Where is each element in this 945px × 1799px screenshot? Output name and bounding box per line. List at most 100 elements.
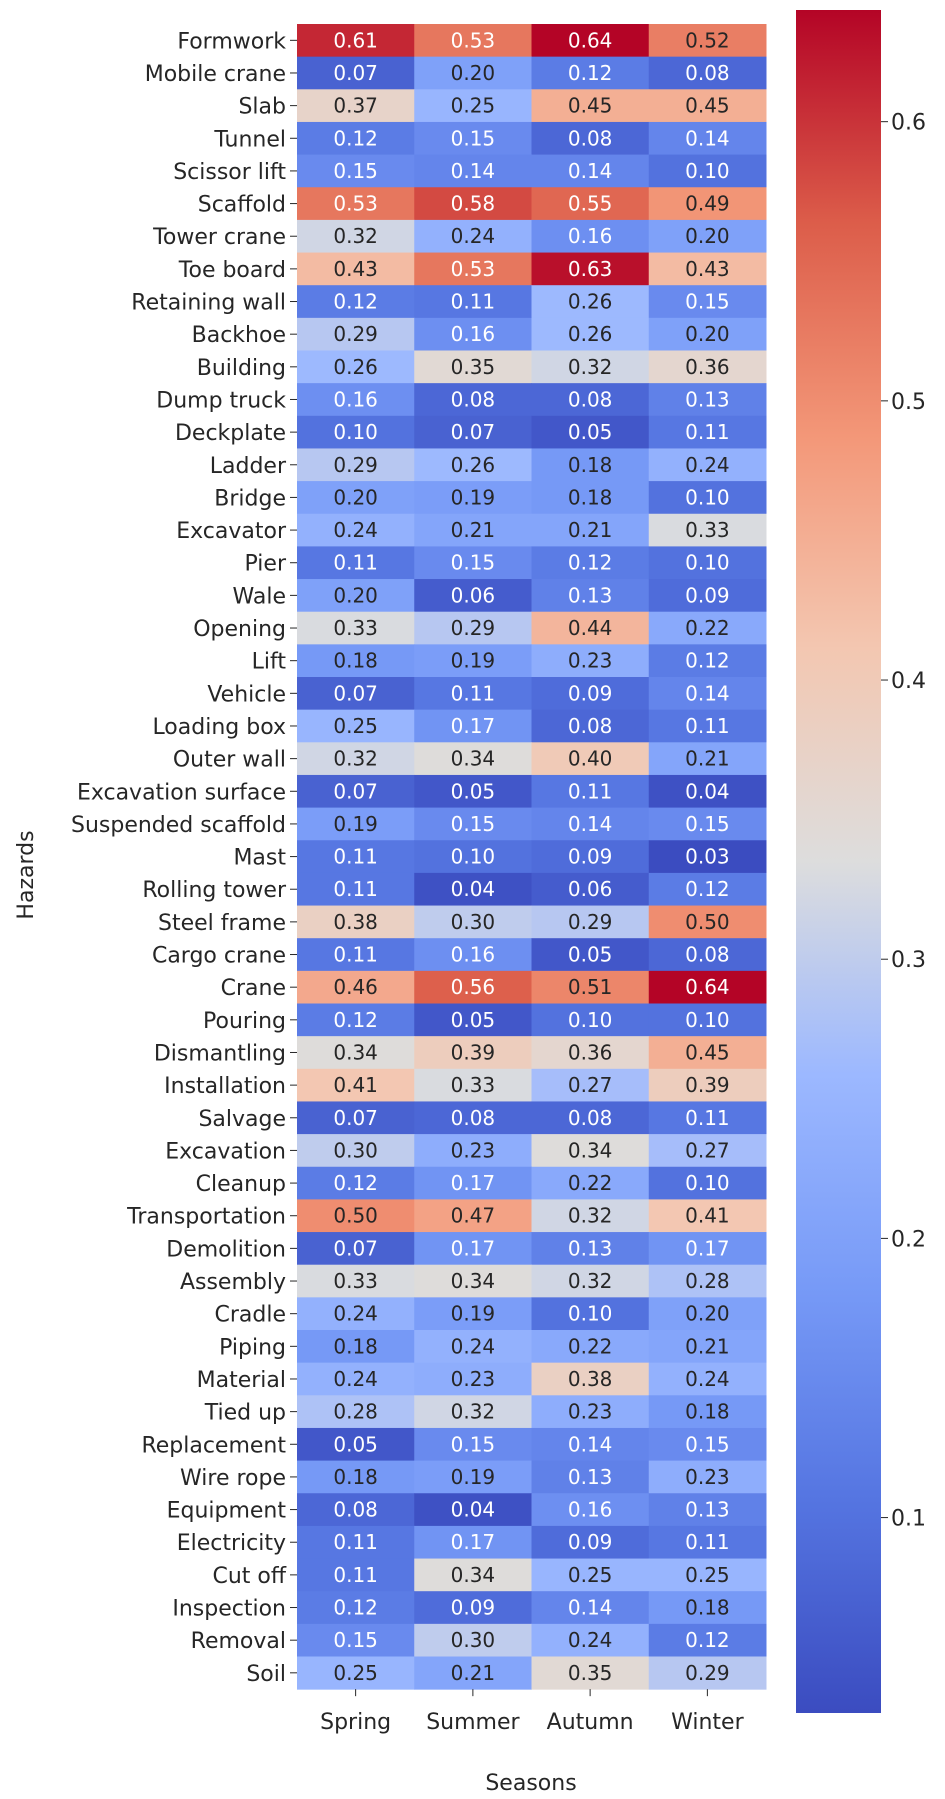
cell-value-label: 0.13 bbox=[685, 1498, 730, 1522]
heatmap-cell bbox=[414, 1036, 532, 1070]
heatmap-cell bbox=[297, 807, 415, 841]
heatmap-cell bbox=[531, 1297, 650, 1331]
cell-value-label: 0.45 bbox=[685, 1040, 730, 1064]
heatmap-cell bbox=[531, 840, 650, 874]
heatmap-cell bbox=[414, 938, 532, 972]
heatmap-cell bbox=[414, 677, 532, 711]
heatmap-cell bbox=[414, 187, 532, 221]
cell-value-label: 0.05 bbox=[333, 1432, 378, 1456]
heatmap-cell bbox=[648, 840, 767, 874]
cell-value-label: 0.12 bbox=[333, 1171, 378, 1195]
heatmap-cell bbox=[648, 1558, 767, 1592]
heatmap-cell bbox=[414, 970, 532, 1004]
colorbar-tick-label: 0.5 bbox=[891, 390, 926, 415]
y-tick-label: Wale bbox=[233, 584, 286, 609]
heatmap-cell bbox=[414, 1134, 532, 1168]
heatmap-cell bbox=[297, 611, 415, 645]
heatmap-cell bbox=[531, 546, 650, 580]
cell-value-label: 0.12 bbox=[333, 126, 378, 150]
heatmap-cell bbox=[297, 1134, 415, 1168]
cell-value-label: 0.18 bbox=[685, 1596, 730, 1620]
cell-value-label: 0.20 bbox=[685, 322, 730, 346]
y-tick-label: Ladder bbox=[210, 454, 287, 479]
cell-value-label: 0.04 bbox=[451, 877, 496, 901]
cell-value-label: 0.50 bbox=[333, 1204, 378, 1228]
heatmap-cell bbox=[414, 285, 532, 319]
y-tick-label: Toe board bbox=[178, 258, 286, 283]
heatmap-cell bbox=[648, 709, 767, 743]
x-tick-label: Summer bbox=[426, 1710, 520, 1735]
heatmap-cell bbox=[531, 89, 650, 123]
heatmap-cell bbox=[531, 317, 650, 351]
heatmap-cell bbox=[297, 872, 415, 907]
heatmap-cell bbox=[648, 1297, 767, 1331]
heatmap-cell bbox=[414, 89, 532, 123]
heatmap-cell bbox=[414, 1232, 532, 1266]
y-tick-label: Replacement bbox=[141, 1433, 286, 1458]
x-axis-ticks: Spring Summer Autumn Winter bbox=[320, 1689, 745, 1735]
cell-value-label: 0.19 bbox=[451, 1465, 496, 1489]
cell-value-label: 0.20 bbox=[685, 1302, 730, 1326]
heatmap-cell bbox=[414, 611, 532, 645]
cell-value-label: 0.45 bbox=[568, 94, 613, 118]
cell-value-label: 0.41 bbox=[685, 1204, 730, 1228]
cell-value-label: 0.18 bbox=[568, 485, 613, 509]
y-tick-label: Loading box bbox=[152, 715, 286, 740]
cell-value-label: 0.40 bbox=[568, 747, 613, 771]
heatmap-cell bbox=[648, 579, 767, 613]
heatmap-cell bbox=[648, 1395, 767, 1429]
heatmap-cell bbox=[531, 350, 650, 384]
cell-value-label: 0.13 bbox=[568, 1236, 613, 1260]
heatmap-cell bbox=[531, 938, 650, 972]
cell-value-label: 0.16 bbox=[451, 943, 496, 967]
cell-value-label: 0.11 bbox=[333, 551, 378, 575]
heatmap-cell bbox=[414, 481, 532, 515]
heatmap-cell bbox=[297, 415, 415, 449]
y-axis-ticks: Formwork Mobile crane Slab Tunnel Scissor li… bbox=[71, 29, 297, 1687]
heatmap-cell bbox=[414, 1623, 532, 1657]
y-tick-label: Mobile crane bbox=[145, 62, 286, 87]
y-tick-label: Excavation surface bbox=[77, 780, 286, 805]
heatmap-cell bbox=[414, 415, 532, 449]
heatmap-cell bbox=[414, 1591, 532, 1625]
cell-value-label: 0.32 bbox=[333, 224, 378, 248]
y-tick-label: Slab bbox=[238, 95, 286, 120]
heatmap-cell bbox=[297, 1330, 415, 1364]
heatmap-cell bbox=[414, 24, 532, 58]
cell-value-label: 0.47 bbox=[451, 1204, 496, 1228]
y-tick-label: Dump truck bbox=[156, 388, 286, 413]
heatmap-cell bbox=[297, 1232, 415, 1266]
cell-value-label: 0.46 bbox=[333, 975, 378, 999]
heatmap-cell bbox=[531, 1623, 650, 1657]
heatmap-cell bbox=[414, 840, 532, 874]
cell-value-label: 0.10 bbox=[685, 1008, 730, 1032]
cell-value-label: 0.33 bbox=[685, 518, 730, 542]
heatmap-cell bbox=[531, 252, 650, 286]
x-tick-label: Autumn bbox=[547, 1710, 634, 1735]
cell-value-label: 0.32 bbox=[568, 1204, 613, 1228]
cell-value-label: 0.25 bbox=[333, 714, 378, 738]
cell-value-label: 0.18 bbox=[568, 453, 613, 477]
y-tick-label: Bridge bbox=[214, 486, 286, 511]
heatmap-cell bbox=[531, 187, 650, 221]
cell-value-label: 0.25 bbox=[568, 1563, 613, 1587]
cell-value-label: 0.43 bbox=[333, 257, 378, 281]
cell-value-label: 0.26 bbox=[568, 322, 613, 346]
heatmap-cell bbox=[414, 1003, 532, 1037]
heatmap-cell bbox=[531, 1068, 650, 1102]
cell-value-label: 0.15 bbox=[451, 126, 496, 150]
heatmap-cell bbox=[648, 154, 767, 188]
cell-value-label: 0.21 bbox=[451, 518, 496, 542]
heatmap-cell bbox=[297, 1525, 415, 1560]
heatmap-cell bbox=[531, 774, 650, 809]
cell-value-label: 0.24 bbox=[451, 1334, 496, 1358]
y-tick-label: Dismantling bbox=[154, 1041, 286, 1066]
heatmap-cell bbox=[531, 1264, 650, 1298]
heatmap-cell bbox=[297, 1591, 415, 1625]
cell-value-label: 0.36 bbox=[568, 1040, 613, 1064]
cell-value-label: 0.34 bbox=[451, 1563, 496, 1587]
heatmap-cell bbox=[531, 905, 650, 939]
cell-value-label: 0.15 bbox=[451, 1432, 496, 1456]
heatmap-cell bbox=[648, 1493, 767, 1527]
heatmap-cell bbox=[414, 905, 532, 939]
